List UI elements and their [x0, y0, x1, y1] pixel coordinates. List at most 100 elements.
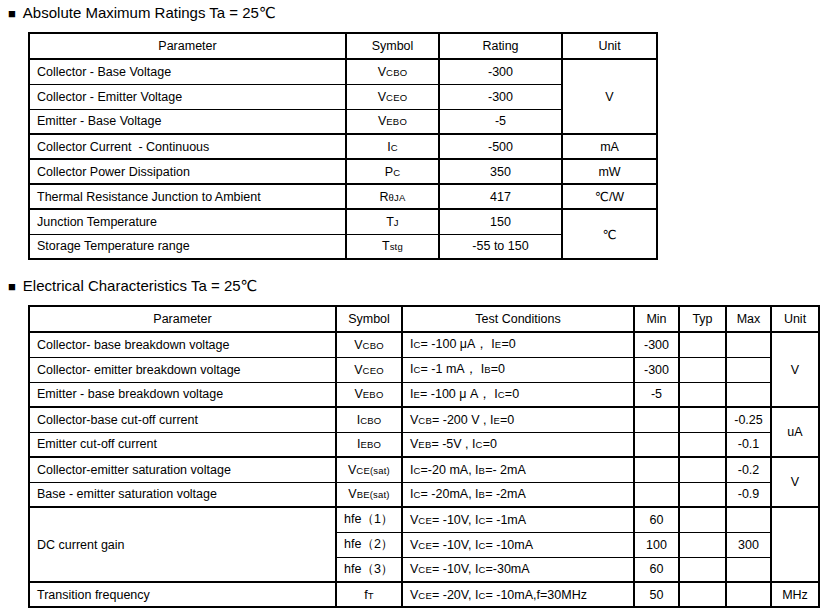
cell-typ	[679, 432, 726, 457]
cell-rating: -5	[439, 109, 562, 134]
cell-parameter: Collector - Emitter Voltage	[29, 84, 346, 109]
header-rating: Rating	[439, 33, 562, 59]
cell-parameter: DC current gain	[29, 507, 336, 582]
cell-max	[726, 507, 771, 532]
table-row: Junction TemperatureTJ150℃	[29, 209, 657, 234]
cell-unit: mA	[562, 134, 657, 159]
cell-symbol: fT	[336, 582, 402, 607]
cell-symbol: Tstg	[346, 234, 439, 259]
cell-rating: -500	[439, 134, 562, 159]
header-symbol: Symbol	[336, 306, 402, 332]
table-row: Collector-emitter saturation voltageVCE(…	[29, 457, 819, 482]
cell-parameter: Collector-base cut-off current	[29, 407, 336, 432]
cell-unit: V	[771, 457, 819, 507]
table-header-row: ParameterSymbolTest ConditionsMinTypMaxU…	[29, 306, 819, 332]
cell-min	[634, 457, 679, 482]
cell-typ	[679, 407, 726, 432]
cell-max	[726, 582, 771, 607]
cell-typ	[679, 582, 726, 607]
cell-unit: uA	[771, 407, 819, 457]
cell-symbol: hfe（2）	[336, 532, 402, 557]
cell-symbol: VCEO	[346, 84, 439, 109]
cell-test-conditions: VCE= -20V, IC= -10mA,f=30MHz	[402, 582, 634, 607]
header-unit: Unit	[562, 33, 657, 59]
cell-test-conditions: VCE= -10V, IC= -10mA	[402, 532, 634, 557]
cell-unit: V	[771, 332, 819, 407]
cell-typ	[679, 557, 726, 582]
cell-symbol: PC	[346, 159, 439, 184]
section-title-absolute-maximum-ratings: ■ Absolute Maximum Ratings Ta = 25℃	[8, 4, 276, 22]
square-bullet-icon: ■	[8, 280, 16, 293]
cell-typ	[679, 332, 726, 357]
cell-rating: -300	[439, 84, 562, 109]
cell-min: 100	[634, 532, 679, 557]
cell-test-conditions: IC= -20mA, IB= -2mA	[402, 482, 634, 507]
header-parameter: Parameter	[29, 306, 336, 332]
cell-symbol: hfe（1）	[336, 507, 402, 532]
cell-parameter: Collector - Base Voltage	[29, 59, 346, 84]
cell-max	[726, 382, 771, 407]
table-header-row: ParameterSymbolRatingUnit	[29, 33, 657, 59]
table-row: Collector - Base VoltageVCBO-300V	[29, 59, 657, 84]
cell-typ	[679, 457, 726, 482]
cell-symbol: VCBO	[336, 332, 402, 357]
table-row: Emitter cut-off currentIEBOVEB= -5V , IC…	[29, 432, 819, 457]
cell-max: 300	[726, 532, 771, 557]
cell-rating: 417	[439, 184, 562, 209]
header-test-conditions: Test Conditions	[402, 306, 634, 332]
table-row: Thermal Resistance Junction to AmbientRθ…	[29, 184, 657, 209]
cell-test-conditions: VEB= -5V , IC=0	[402, 432, 634, 457]
cell-rating: -55 to 150	[439, 234, 562, 259]
cell-test-conditions: VCB= -200 V , IE=0	[402, 407, 634, 432]
cell-parameter: Collector Current - Continuous	[29, 134, 346, 159]
cell-min: 60	[634, 507, 679, 532]
section-title-electrical-characteristics: ■ Electrical Characteristics Ta = 25℃	[8, 277, 257, 295]
cell-parameter: Junction Temperature	[29, 209, 346, 234]
cell-test-conditions: VCE= -10V, IC=-30mA	[402, 557, 634, 582]
cell-symbol: VCE(sat)	[336, 457, 402, 482]
cell-parameter: Collector Power Dissipation	[29, 159, 346, 184]
cell-symbol: IEBO	[336, 432, 402, 457]
cell-min: -5	[634, 382, 679, 407]
cell-typ	[679, 382, 726, 407]
cell-unit: V	[562, 59, 657, 134]
cell-typ	[679, 532, 726, 557]
cell-symbol: VCBO	[346, 59, 439, 84]
cell-test-conditions: IC= -100 μA， IE=0	[402, 332, 634, 357]
section-title-text: Absolute Maximum Ratings Ta = 25℃	[23, 4, 276, 22]
cell-max: -0.9	[726, 482, 771, 507]
header-unit: Unit	[771, 306, 819, 332]
cell-test-conditions: IE= -100 μ A， IC=0	[402, 382, 634, 407]
table-row: DC current gainhfe（1）VCE= -10V, IC= -1mA…	[29, 507, 819, 532]
header-min: Min	[634, 306, 679, 332]
cell-symbol: RθJA	[346, 184, 439, 209]
cell-min: -300	[634, 332, 679, 357]
cell-test-conditions: IC=-20 mA, IB=- 2mA	[402, 457, 634, 482]
cell-symbol: hfe（3）	[336, 557, 402, 582]
cell-parameter: Storage Temperature range	[29, 234, 346, 259]
cell-symbol: VBE(sat)	[336, 482, 402, 507]
cell-typ	[679, 482, 726, 507]
cell-unit: mW	[562, 159, 657, 184]
cell-max: -0.25	[726, 407, 771, 432]
cell-symbol: VCEO	[336, 357, 402, 382]
cell-rating: 150	[439, 209, 562, 234]
cell-max: -0.1	[726, 432, 771, 457]
cell-unit	[771, 507, 819, 582]
cell-parameter: Emitter cut-off current	[29, 432, 336, 457]
cell-max	[726, 357, 771, 382]
electrical-characteristics-table: ParameterSymbolTest ConditionsMinTypMaxU…	[28, 305, 820, 608]
cell-symbol: IC	[346, 134, 439, 159]
cell-max	[726, 557, 771, 582]
cell-parameter: Collector- base breakdown voltage	[29, 332, 336, 357]
header-typ: Typ	[679, 306, 726, 332]
cell-min: -300	[634, 357, 679, 382]
cell-parameter: Transition frequency	[29, 582, 336, 607]
cell-parameter: Emitter - Base Voltage	[29, 109, 346, 134]
table-row: Emitter - base breakdown voltageVEBOIE= …	[29, 382, 819, 407]
cell-unit: ℃	[562, 209, 657, 259]
header-symbol: Symbol	[346, 33, 439, 59]
table-row: Collector Current - ContinuousIC-500mA	[29, 134, 657, 159]
table-row: Collector- emitter breakdown voltageVCEO…	[29, 357, 819, 382]
cell-unit: MHz	[771, 582, 819, 607]
